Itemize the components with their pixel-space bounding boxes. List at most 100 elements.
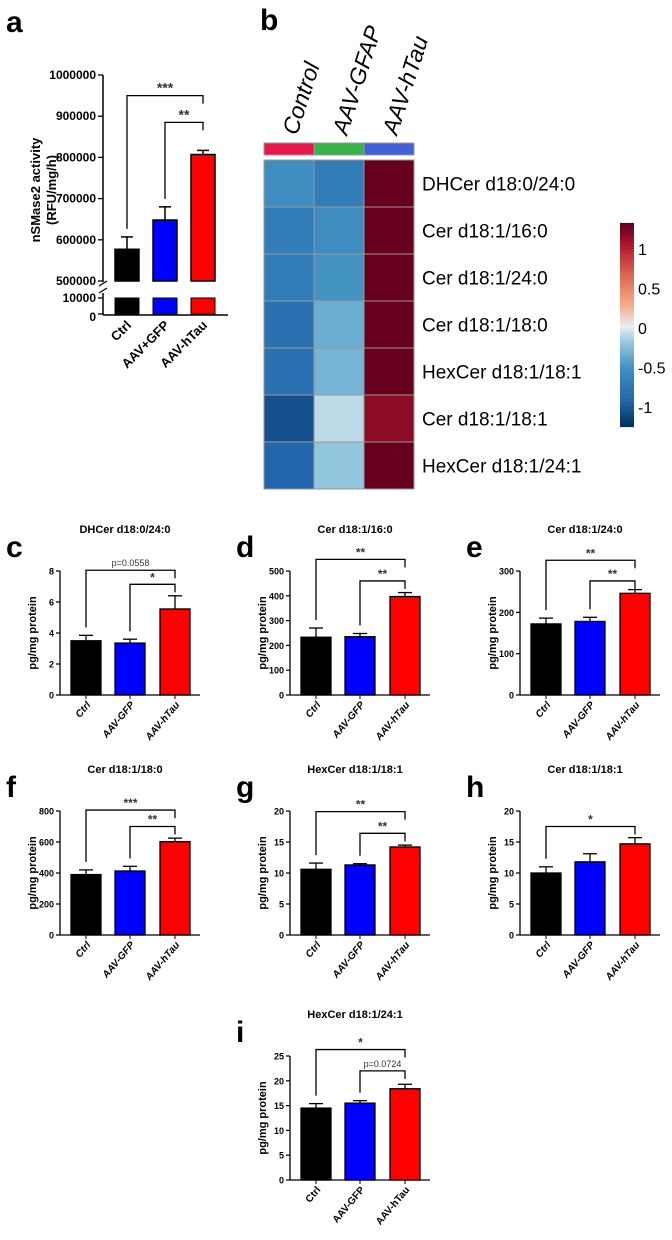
significance-bracket	[315, 810, 406, 856]
y-tick-label: 25	[274, 1052, 284, 1062]
colorbar-segment	[620, 293, 634, 296]
colorbar-segment	[620, 261, 634, 264]
significance-label: *	[588, 813, 593, 827]
y-tick-label: 0	[279, 931, 284, 941]
column-header: AAV-GFAP	[326, 22, 386, 140]
colorbar-segment	[620, 295, 634, 298]
panel-letter: g	[236, 771, 254, 804]
colorbar-segment	[620, 285, 634, 288]
y-tick-label: 600000	[56, 233, 96, 247]
colorbar-segment	[620, 390, 634, 393]
bar-aav-gfp	[574, 861, 606, 936]
row-label: Cer d18:1/18:0	[422, 316, 548, 337]
significance-bracket	[359, 832, 406, 856]
significance-label: p=0.0724	[364, 1059, 402, 1069]
colorbar-segment	[620, 404, 634, 407]
significance-label: **	[378, 567, 388, 581]
y-tick-label: 200	[499, 608, 514, 618]
y-tick-label: 400	[269, 591, 284, 601]
colorbar-segment	[620, 257, 634, 260]
colorbar-segment	[620, 380, 634, 383]
y-tick-label: 10	[274, 1126, 284, 1136]
colorbar-tick-label: -0.5	[638, 361, 666, 378]
colorbar-segment	[620, 309, 634, 312]
heatmap-cell	[313, 394, 365, 443]
chart-title: HexCer d18:1/18:1	[307, 764, 402, 776]
y-tick-label: 200	[39, 900, 54, 910]
colorbar-tick-label: 0	[638, 321, 647, 338]
y-tick-label: 300	[269, 616, 284, 626]
y-axis-label: pg/mg protein	[257, 1081, 269, 1155]
bar-aav-htau	[619, 843, 651, 936]
colorbar-segment	[620, 301, 634, 304]
y-axis-label: pg/mg protein	[487, 836, 499, 910]
significance-bracket	[545, 559, 636, 611]
y-tick-label: 10000	[63, 291, 97, 305]
colorbar-segment	[620, 228, 634, 232]
bar-aav-gfp	[114, 870, 146, 936]
bar-aav-gfp	[574, 620, 606, 696]
significance-bracket	[85, 809, 176, 862]
y-tick-label: 0	[279, 1176, 284, 1186]
y-tick-label: 700000	[56, 192, 96, 206]
panel-letter: h	[466, 771, 484, 804]
bar-lower-segment	[152, 297, 178, 315]
colorbar-segment	[620, 283, 634, 286]
bar-aav-gfp	[344, 864, 376, 936]
colorbar-segment	[620, 263, 634, 266]
colorbar-segment	[620, 226, 634, 230]
colorbar-segment	[620, 307, 634, 310]
x-tick-label: AAV-GFP	[331, 1185, 368, 1226]
y-axis-label: nSMase2 activity	[28, 137, 43, 243]
colorbar-segment	[620, 299, 634, 302]
significance-bracket	[85, 569, 176, 628]
y-tick-label: 8	[49, 567, 54, 577]
colorbar-segment	[620, 346, 634, 349]
y-axis-label: pg/mg protein	[27, 836, 39, 910]
x-tick-label: Ctrl	[304, 700, 324, 720]
colorbar-segment	[620, 342, 634, 345]
panel-letter: e	[466, 531, 483, 564]
bar-lower-segment	[114, 297, 140, 315]
significance-bracket	[129, 583, 176, 632]
colorbar-segment	[620, 273, 634, 276]
colorbar-segment	[620, 253, 634, 256]
axis-break-mark	[98, 280, 108, 294]
colorbar-segment	[620, 368, 634, 371]
colorbar-segment	[620, 406, 634, 409]
y-tick-label: 10	[274, 869, 284, 879]
y-tick-label: 200	[269, 641, 284, 651]
significance-label: **	[179, 106, 190, 122]
bar-ctrl	[70, 640, 102, 696]
colorbar-segment	[620, 388, 634, 391]
colorbar-segment	[620, 311, 634, 314]
y-tick-label: 1000000	[49, 68, 96, 82]
y-tick-label: 20	[274, 807, 284, 817]
colorbar-segment	[620, 321, 634, 325]
y-tick-label: 0	[509, 931, 514, 941]
colorbar-segment	[620, 336, 634, 339]
bar-chart-d: d Cer d18:1/16:0 pg/mg protein Ctrl AAV-GFP A…	[236, 524, 430, 744]
colorbar-segment	[620, 396, 634, 399]
y-tick-label: 400	[39, 869, 54, 879]
colorbar-segment	[620, 287, 634, 290]
y-tick-label: 5	[279, 900, 284, 910]
y-tick-label: 5	[279, 1151, 284, 1161]
colorbar-segment	[620, 297, 634, 300]
bar-aav-htau	[619, 592, 651, 696]
bar-ctrl	[300, 636, 332, 696]
y-axis-label: pg/mg protein	[257, 836, 269, 910]
colorbar-segment	[620, 255, 634, 258]
colorbar-segment	[620, 360, 634, 363]
heatmap-cell	[313, 206, 365, 255]
significance-bracket	[315, 1048, 406, 1096]
colorbar-segment	[620, 269, 634, 272]
y-axis-label-units: (RFU/mg/h)	[44, 155, 59, 225]
colorbar-segment	[620, 267, 634, 270]
colorbar-segment	[620, 370, 634, 373]
x-tick-label: AAV-hTau	[603, 700, 642, 744]
colorbar-segment	[620, 416, 634, 420]
colorbar-segment	[620, 291, 634, 294]
bar-ctrl	[530, 623, 562, 696]
chart-title: Cer d18:1/18:1	[547, 764, 622, 776]
